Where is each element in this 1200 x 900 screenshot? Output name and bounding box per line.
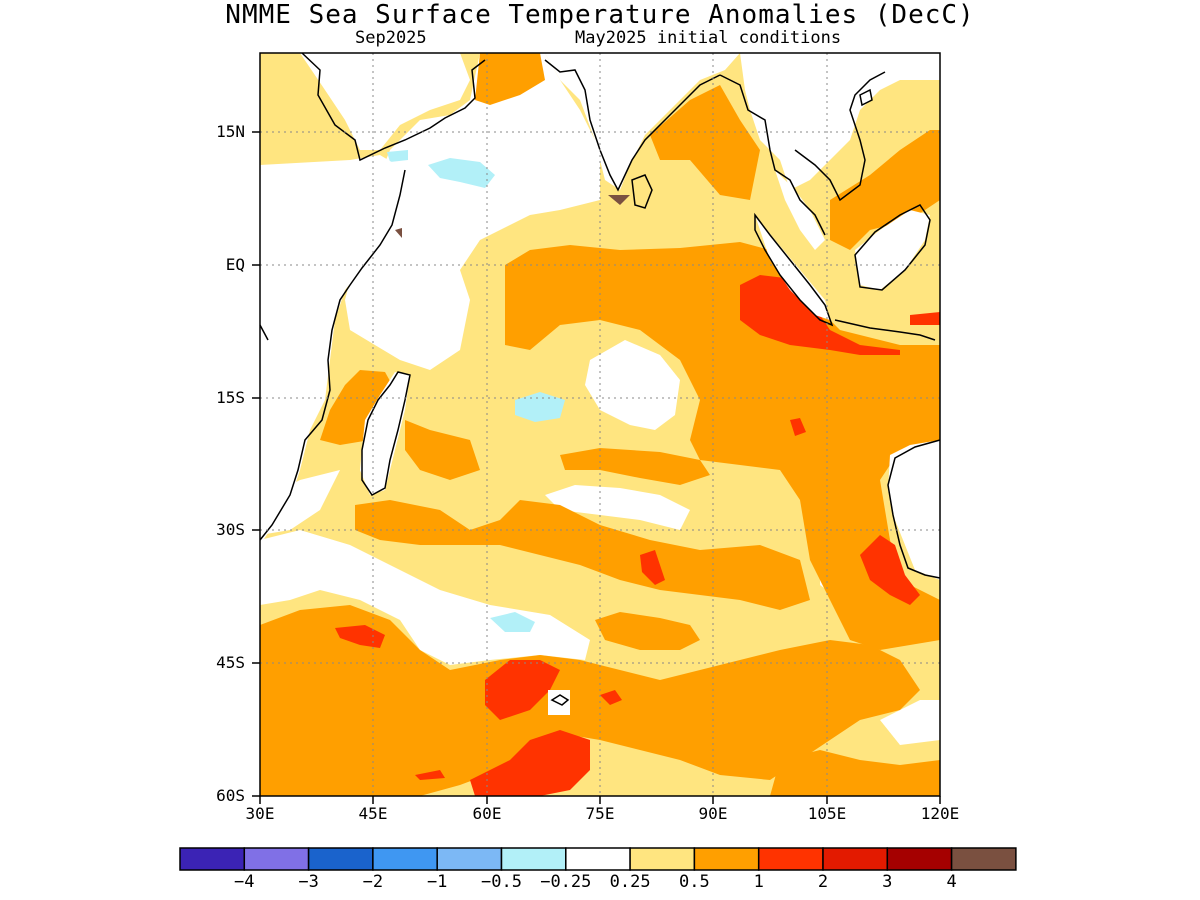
lon-tick-label: 30E — [245, 804, 275, 823]
colorbar-label: −3 — [298, 872, 319, 892]
negative-patch-central — [515, 392, 565, 422]
near-zero-region-mid-south — [545, 485, 690, 530]
colorbar-label: 4 — [946, 872, 957, 892]
warm-anomaly-mid-band — [560, 448, 710, 485]
colorbar-swatch — [693, 847, 760, 871]
near-zero-region-central — [585, 340, 680, 430]
colorbar-label: −4 — [234, 872, 255, 892]
colorbar-swatch — [436, 847, 503, 871]
colorbar-label: 1 — [753, 872, 764, 892]
page-title: NMME Sea Surface Temperature Anomalies (… — [225, 0, 975, 30]
colorbar-swatch — [243, 847, 310, 871]
colorbar — [179, 847, 1017, 871]
colorbar-label: 2 — [817, 872, 829, 892]
strong-anomaly-west-australia — [860, 535, 920, 605]
colorbar-label: −2 — [362, 872, 384, 892]
land-southeast-asia — [740, 53, 940, 190]
lat-tick-label: 15S — [216, 388, 245, 407]
init-conditions: May2025 initial conditions — [575, 28, 842, 48]
warm-anomaly-far-southeast — [770, 750, 940, 796]
negative-patch-south — [490, 612, 535, 632]
lat-tick-label: 45S — [216, 653, 245, 672]
warm-anomaly-midsouth-patch — [595, 612, 700, 650]
land-arabia — [300, 53, 470, 150]
lat-lon-grid — [260, 53, 940, 796]
extreme-anomaly-somalia — [395, 228, 402, 238]
coastlines — [259, 52, 941, 706]
colorbar-swatch — [950, 847, 1017, 871]
land-australia — [888, 440, 940, 580]
strong-anomaly-java — [910, 312, 940, 325]
land-borneo — [855, 210, 930, 290]
lon-tick-label: 120E — [920, 804, 960, 823]
warm-anomaly-south-band — [355, 500, 810, 610]
land-africa — [260, 155, 405, 545]
colorbar-swatch — [886, 847, 953, 871]
lon-tick-label: 105E — [807, 804, 847, 823]
negative-patch-arabian — [428, 158, 495, 188]
warm-anomaly-south-china-sea — [830, 130, 940, 250]
warm-anomaly-southern-ocean — [260, 605, 920, 796]
target-month: Sep2025 — [355, 28, 427, 48]
colorbar-swatch — [179, 847, 246, 871]
warm-anomaly-north-arabian — [475, 53, 545, 105]
near-zero-region-cape — [260, 470, 340, 535]
colorbar-swatch — [822, 847, 889, 871]
lat-tick-label: EQ — [225, 255, 245, 274]
strong-anomaly-southern-1 — [485, 660, 560, 720]
lon-tick-label: 60E — [472, 804, 502, 823]
strong-anomaly-central-south — [640, 550, 665, 585]
lon-tick-label: 90E — [698, 804, 728, 823]
coastline-madagascar — [361, 371, 411, 496]
colorbar-swatch — [757, 847, 824, 871]
colorbar-swatch — [629, 847, 696, 871]
coastline-arabia — [301, 52, 486, 162]
strong-anomaly-small-3 — [790, 418, 806, 436]
coastline-southeast-asia — [719, 71, 886, 236]
colorbar-label: −1 — [426, 872, 448, 892]
extreme-anomaly-sri-lanka — [608, 195, 630, 205]
axis-ticks — [252, 131, 941, 804]
strong-anomaly-small-2 — [415, 770, 445, 780]
coastline-kerguelen — [550, 694, 570, 706]
warm-anomaly-madagascar-east — [405, 420, 480, 480]
warm-anomaly-bay-of-bengal — [650, 85, 760, 200]
coastline-australia — [887, 439, 941, 579]
colorbar-swatch — [307, 847, 374, 871]
coastline-borneo — [854, 204, 931, 291]
colorbar-swatch — [565, 847, 631, 871]
colorbar-label: −0.5 — [481, 872, 522, 892]
lat-tick-label: 15N — [216, 122, 245, 141]
land-sumatra — [755, 215, 830, 320]
colorbar-swatch — [372, 847, 438, 871]
land-malay-peninsula — [775, 170, 825, 250]
lat-tick-label: 30S — [216, 520, 245, 539]
colorbar-label: 3 — [882, 872, 893, 892]
land-kerguelen — [548, 690, 570, 715]
colorbar-label: −0.25 — [540, 872, 592, 892]
colorbar-label: 0.5 — [679, 872, 710, 892]
lat-tick-label: 60S — [216, 786, 245, 805]
lon-tick-label: 75E — [585, 804, 615, 823]
coastline-hainan — [859, 88, 873, 107]
coastline-india — [544, 59, 721, 192]
coastline-sumatra — [754, 212, 834, 327]
strong-anomaly-southern-2 — [470, 730, 590, 796]
colorbar-swatch — [500, 847, 567, 871]
colorbar-label: 0.25 — [609, 872, 651, 892]
coastline-africa-horn — [259, 169, 406, 541]
near-zero-region-far-south — [880, 700, 940, 745]
coastline-sri-lanka — [631, 174, 653, 209]
negative-patch-aden — [387, 150, 408, 162]
lon-tick-label: 45E — [358, 804, 388, 823]
land-india — [545, 53, 740, 190]
strong-anomaly-small-1 — [600, 690, 622, 705]
land-madagascar — [360, 372, 410, 495]
coastline-java — [834, 319, 936, 341]
